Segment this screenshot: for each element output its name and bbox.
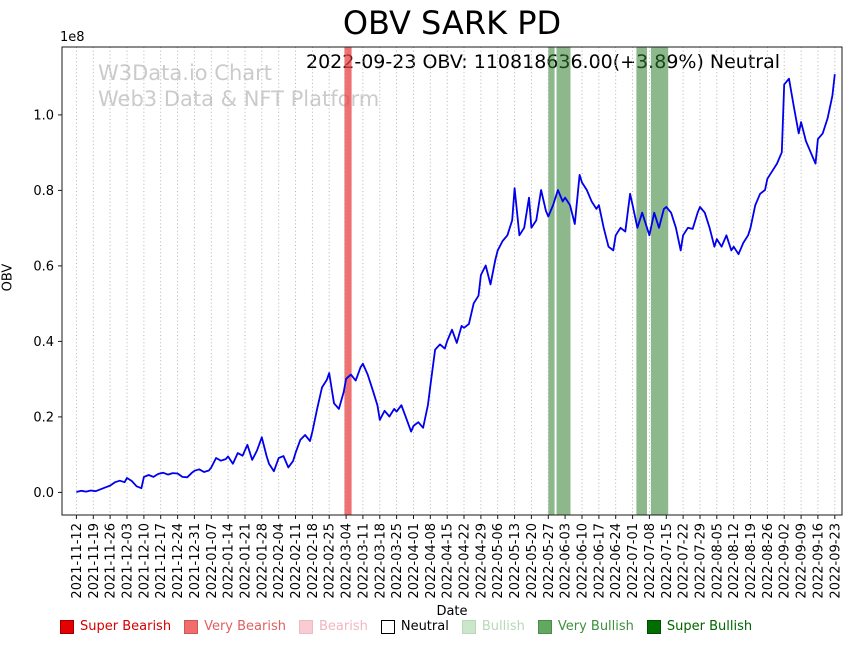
band-very-bullish-1: [548, 47, 555, 515]
legend-swatch-very-bearish: [184, 619, 199, 634]
x-tick-label: 2022-05-13: [508, 523, 523, 599]
legend-label-super-bullish: Super Bullish: [666, 619, 753, 634]
x-tick-label: 2022-01-07: [205, 523, 220, 599]
x-tick-label: 2022-06-03: [559, 523, 574, 599]
legend-label-very-bearish: Very Bearish: [204, 619, 286, 634]
legend-item-super-bearish: Super Bearish: [60, 619, 171, 634]
legend-item-bullish: Bullish: [461, 619, 525, 634]
legend-label-super-bearish: Super Bearish: [80, 619, 172, 634]
x-tick-label: 2022-04-15: [441, 523, 456, 599]
x-tick-label: 2022-07-08: [643, 523, 658, 599]
band-very-bullish-4: [650, 47, 669, 515]
legend-label-very-bullish: Very Bullish: [557, 619, 634, 634]
legend-item-super-bullish: Super Bullish: [646, 619, 753, 634]
x-tick-label: 2022-04-29: [474, 523, 489, 599]
x-tick-label: 2022-09-09: [795, 523, 810, 599]
x-tick-label: 2022-01-21: [239, 523, 254, 599]
x-tick-label: 2022-05-27: [542, 523, 557, 599]
x-tick-label: 2021-12-17: [154, 523, 169, 599]
chart-title: OBV SARK PD: [342, 4, 562, 42]
legend-item-neutral: Neutral: [380, 619, 449, 634]
legend-swatch-bullish: [461, 619, 476, 634]
obv-line: [76, 74, 836, 493]
band-very-bearish: [344, 47, 352, 515]
x-tick-label: 2022-06-24: [609, 523, 624, 599]
y-axis-offset-label: 1e8: [60, 30, 85, 45]
x-tick-label: 2022-06-10: [576, 523, 591, 599]
watermark-line2: Web3 Data & NFT Platform: [98, 87, 380, 111]
legend-swatch-super-bearish: [60, 619, 74, 634]
x-tick-label: 2022-03-18: [373, 523, 388, 599]
y-tick-label: 0.6: [33, 259, 54, 274]
x-tick-label: 2022-07-29: [694, 523, 709, 599]
x-tick-label: 2022-07-22: [677, 523, 692, 599]
x-tick-label: 2022-01-14: [222, 523, 237, 599]
x-tick-label: 2022-08-12: [727, 523, 742, 599]
legend-swatch-neutral: [380, 619, 395, 634]
x-tick-label: 2022-09-23: [828, 523, 843, 599]
x-tick-label: 2022-03-25: [390, 523, 405, 599]
plot-frame: [61, 46, 843, 516]
x-tick-label: 2022-04-08: [424, 523, 439, 599]
x-tick-label: 2022-04-22: [458, 523, 473, 599]
band-very-bullish-3: [636, 47, 647, 515]
x-tick-label: 2022-03-04: [340, 523, 355, 599]
x-tick-label: 2022-06-17: [592, 523, 607, 599]
y-tick-label: 0.8: [33, 184, 54, 199]
legend-label-bearish: Bearish: [318, 619, 368, 634]
legend-item-bearish: Bearish: [298, 619, 368, 634]
x-tick-label: 2021-12-03: [121, 523, 136, 599]
x-tick-label: 2022-09-16: [811, 523, 826, 599]
y-tick-label: 0.2: [33, 410, 54, 425]
x-tick-label: 2021-12-31: [188, 523, 203, 599]
x-tick-label: 2022-05-06: [491, 523, 506, 599]
x-tick-label: 2022-08-19: [744, 523, 759, 599]
legend-label-bullish: Bullish: [481, 619, 525, 634]
x-axis-label: Date: [436, 604, 468, 619]
x-tick-label: 2022-08-05: [710, 523, 725, 599]
x-tick-label: 2022-07-01: [626, 523, 641, 599]
x-tick-label: 2021-12-10: [137, 523, 152, 599]
x-tick-label: 2022-02-18: [306, 523, 321, 599]
x-tick-label: 2022-01-28: [255, 523, 270, 599]
y-tick-label: 0.0: [33, 486, 54, 501]
legend: Super Bearish Very Bearish Bearish Neutral B…: [60, 619, 752, 634]
legend-swatch-very-bullish: [537, 619, 552, 634]
x-tick-label: 2022-03-11: [356, 523, 371, 599]
legend-label-neutral: Neutral: [400, 619, 449, 634]
x-tick-label: 2022-04-01: [407, 523, 422, 599]
x-tick-label: 2021-11-26: [104, 523, 119, 599]
x-tick-label: 2022-05-20: [525, 523, 540, 599]
legend-swatch-bearish: [298, 619, 313, 634]
x-tick-label: 2022-02-04: [272, 523, 287, 599]
x-tick-label: 2021-11-12: [70, 523, 85, 599]
y-tick-label: 0.4: [33, 335, 54, 350]
y-tick-label: 1.0: [33, 108, 54, 123]
x-tick-label: 2022-02-25: [323, 523, 338, 599]
band-very-bullish-2: [556, 47, 571, 515]
x-tick-label: 2022-02-11: [289, 523, 304, 599]
x-tick-label: 2021-12-24: [171, 523, 186, 599]
x-tick-label: 2022-09-02: [778, 523, 793, 599]
legend-item-very-bullish: Very Bullish: [537, 619, 634, 634]
legend-item-very-bearish: Very Bearish: [184, 619, 286, 634]
legend-swatch-super-bullish: [646, 619, 661, 634]
x-tick-label: 2022-07-15: [660, 523, 675, 599]
x-tick-label: 2022-08-26: [761, 523, 776, 599]
x-tick-label: 2021-11-19: [87, 523, 102, 599]
